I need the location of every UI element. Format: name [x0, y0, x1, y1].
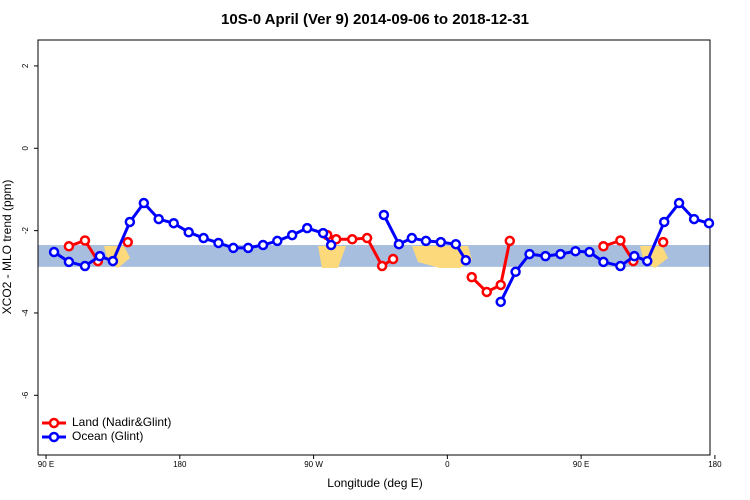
point — [481, 286, 492, 298]
point — [138, 197, 150, 209]
point — [378, 209, 390, 221]
point — [272, 235, 283, 247]
point — [540, 250, 551, 262]
point — [615, 235, 626, 246]
point — [393, 238, 405, 250]
plot-frame — [37, 39, 711, 456]
y-tick-label: -4 — [21, 309, 30, 317]
point — [495, 296, 506, 308]
point — [153, 213, 164, 225]
point — [48, 246, 60, 258]
point — [107, 255, 119, 267]
y-tick-label: 2 — [21, 63, 30, 68]
point — [555, 248, 566, 260]
band-group — [38, 245, 710, 267]
point — [570, 245, 581, 257]
x-tick-label: 90 W — [304, 460, 323, 469]
point — [703, 217, 715, 229]
legend-marker — [48, 431, 60, 443]
y-tick-label: -2 — [21, 227, 30, 235]
x-axis-label: Longitude (deg E) — [327, 476, 422, 490]
y-tick-label: 0 — [21, 146, 30, 151]
point — [615, 260, 626, 272]
point — [94, 250, 106, 262]
point — [510, 266, 521, 278]
point — [642, 255, 653, 267]
point — [673, 197, 685, 209]
point — [524, 248, 535, 260]
point — [598, 256, 609, 268]
point — [317, 227, 329, 239]
point — [183, 227, 194, 238]
point — [286, 229, 298, 241]
x-tick-label: 90 E — [38, 460, 54, 469]
point — [198, 232, 209, 244]
point — [63, 256, 75, 268]
point — [122, 236, 134, 248]
point — [435, 236, 447, 248]
point — [450, 238, 462, 250]
point — [495, 279, 506, 291]
x-tick-label: 180 — [173, 460, 187, 469]
point — [688, 213, 700, 225]
point — [504, 235, 516, 247]
series-line — [470, 240, 512, 294]
point — [657, 236, 669, 248]
point — [242, 242, 254, 254]
point — [325, 239, 337, 251]
point — [598, 241, 609, 252]
legend-marker — [48, 417, 60, 429]
point — [168, 217, 179, 229]
point — [629, 250, 640, 262]
chart-title: 10S-0 April (Ver 9) 2014-09-06 to 2018-1… — [221, 11, 529, 28]
point — [63, 241, 75, 252]
land-shape — [318, 246, 346, 268]
x-tick-label: 0 — [445, 460, 450, 469]
point — [79, 235, 91, 246]
point — [257, 239, 269, 251]
land-shape — [412, 246, 472, 268]
point — [584, 246, 595, 258]
point — [361, 232, 373, 244]
point — [420, 235, 432, 247]
x-tick-label: 180 — [708, 460, 722, 469]
point — [213, 237, 224, 249]
reference-band — [38, 245, 710, 267]
point — [658, 216, 670, 228]
y-axis-label: XCO2 - MLO trend (ppm) — [0, 180, 14, 315]
point — [460, 255, 472, 266]
point — [387, 253, 399, 265]
legend-label: Ocean (Glint) — [72, 429, 143, 443]
point — [124, 216, 136, 228]
x-tick-label: 90 E — [573, 460, 589, 469]
point — [376, 260, 388, 272]
point — [466, 271, 477, 283]
point — [346, 234, 358, 245]
point — [406, 232, 418, 244]
point — [301, 222, 313, 234]
point — [79, 260, 91, 272]
y-tick-label: -6 — [21, 391, 30, 399]
point — [228, 242, 239, 254]
land-shapes — [104, 246, 668, 268]
legend-label: Land (Nadir&Glint) — [72, 415, 171, 429]
